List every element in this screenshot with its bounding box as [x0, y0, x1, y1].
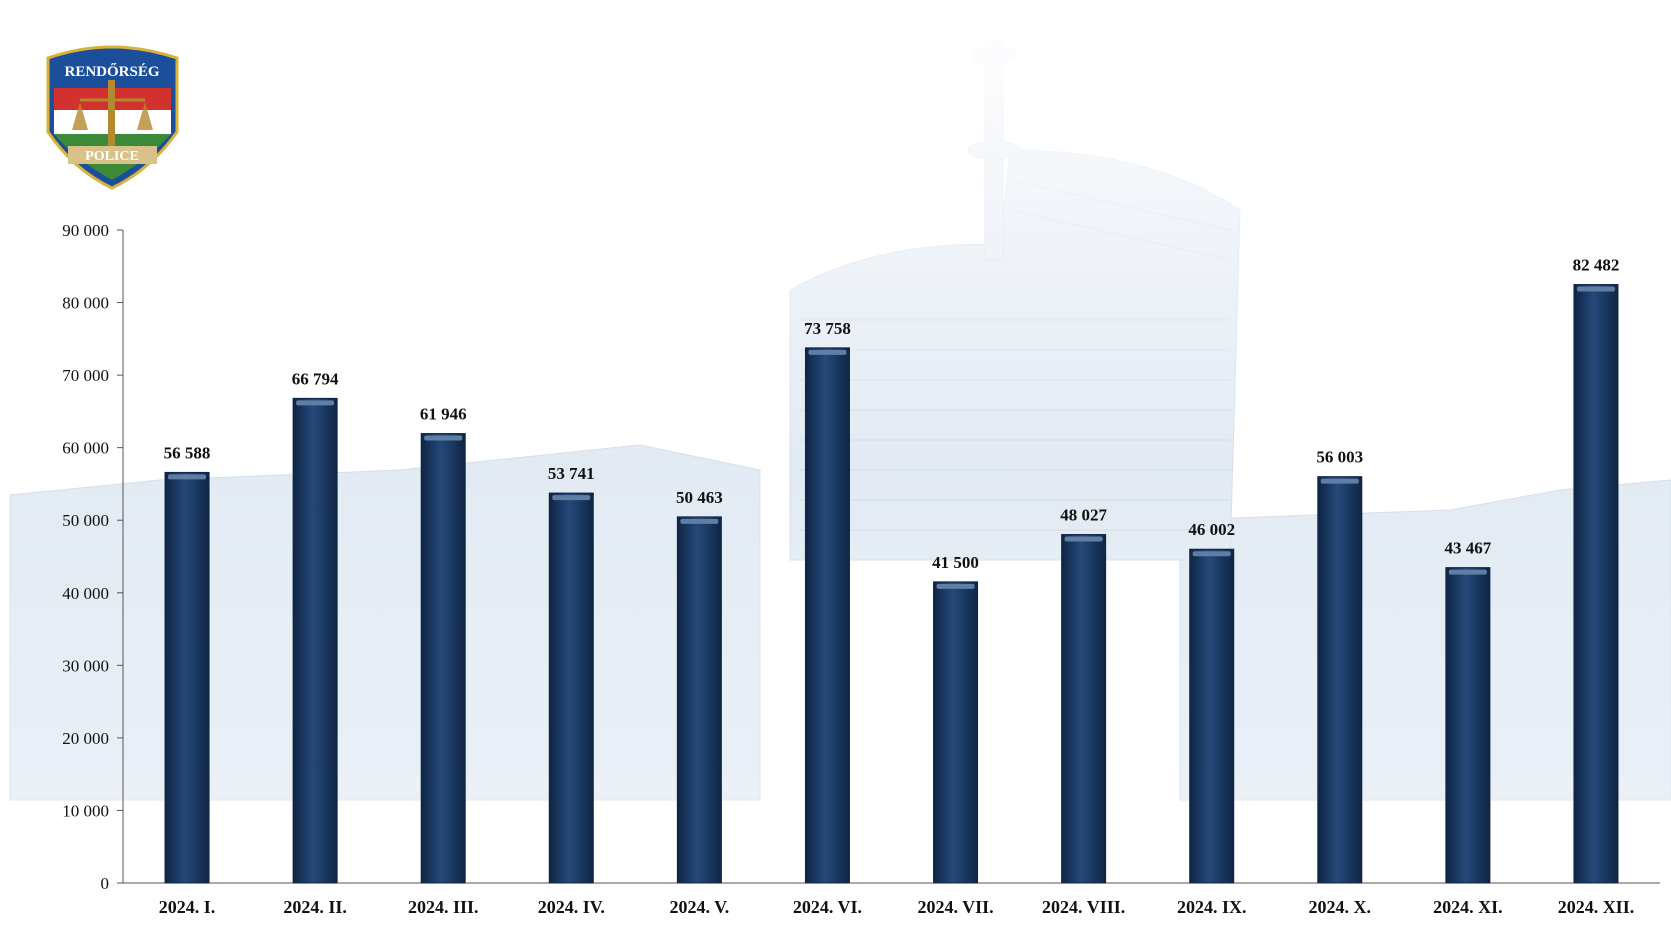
- bar-top-highlight: [1320, 478, 1359, 484]
- bar-body: [1573, 284, 1619, 884]
- bar-top-highlight: [1192, 551, 1231, 557]
- bar: [292, 397, 338, 884]
- y-tick-label: 0: [101, 874, 110, 893]
- bar-body: [676, 516, 722, 884]
- y-tick-label: 50 000: [62, 511, 109, 530]
- x-tick-label: 2024. V.: [669, 897, 729, 917]
- bar-top-highlight: [168, 474, 207, 480]
- data-label: 61 946: [420, 405, 467, 424]
- bar: [676, 516, 722, 884]
- y-tick-label: 90 000: [62, 221, 109, 240]
- bar-body: [933, 581, 979, 884]
- bar: [164, 471, 210, 884]
- bar: [420, 433, 466, 884]
- bar: [1573, 284, 1619, 884]
- x-tick-label: 2024. XII.: [1558, 897, 1635, 917]
- bar-body: [164, 471, 210, 884]
- bar-body: [1445, 567, 1491, 884]
- data-label: 48 027: [1060, 506, 1107, 525]
- bar: [548, 492, 594, 884]
- bar: [1445, 567, 1491, 884]
- x-tick-label: 2024. III.: [408, 897, 479, 917]
- bar-top-highlight: [680, 518, 719, 524]
- logo-bottom-lettering: POLICE: [85, 149, 139, 164]
- police-badge-logo: RENDŐRSÉG POLICE: [46, 45, 179, 190]
- bar-top-highlight: [424, 435, 463, 441]
- data-label: 56 003: [1316, 448, 1363, 467]
- bar-body: [1317, 476, 1363, 884]
- bar-top-highlight: [936, 583, 975, 589]
- y-tick-label: 40 000: [62, 584, 109, 603]
- y-tick-label: 70 000: [62, 366, 109, 385]
- bar-body: [804, 347, 850, 884]
- bar-top-highlight: [552, 495, 591, 501]
- bar-top-highlight: [1064, 536, 1103, 542]
- bar: [1317, 476, 1363, 884]
- x-axis: 2024. I. 2024. II. 2024. III. 2024. IV. 2024…: [123, 882, 1660, 917]
- data-label: 82 482: [1573, 256, 1620, 275]
- data-label: 50 463: [676, 488, 723, 507]
- bar-body: [292, 397, 338, 884]
- data-label: 73 758: [804, 319, 851, 338]
- bar: [933, 581, 979, 884]
- x-tick-label: 2024. VI.: [793, 897, 862, 917]
- bar-body: [1061, 534, 1107, 884]
- data-label: 46 002: [1188, 520, 1235, 539]
- bar-top-highlight: [808, 349, 847, 355]
- bar-top-highlight: [1448, 569, 1487, 575]
- x-tick-label: 2024. IV.: [538, 897, 605, 917]
- x-tick-label: 2024. I.: [159, 897, 216, 917]
- x-tick-label: 2024. XI.: [1433, 897, 1503, 917]
- bar: [804, 347, 850, 884]
- bar-top-highlight: [296, 400, 335, 406]
- y-tick-label: 60 000: [62, 439, 109, 458]
- logo-top-lettering: RENDŐRSÉG: [64, 63, 159, 80]
- y-tick-label: 10 000: [62, 801, 109, 820]
- data-label: 53 741: [548, 464, 595, 483]
- value-labels: 56 588 66 794 61 946 53 741 50 463 73 758 41 5…: [164, 256, 1620, 572]
- data-label: 41 500: [932, 553, 979, 572]
- data-label: 56 588: [164, 443, 211, 462]
- bar: [1189, 548, 1235, 884]
- x-tick-label: 2024. II.: [283, 897, 347, 917]
- x-tick-label: 2024. VIII.: [1042, 897, 1125, 917]
- y-axis: 0 10 000 20 000 30 000 40 000 50 000 60 000 70 …: [62, 221, 124, 893]
- x-tick-label: 2024. X.: [1309, 897, 1372, 917]
- x-tick-label: 2024. IX.: [1177, 897, 1247, 917]
- x-tick-label: 2024. VII.: [917, 897, 993, 917]
- y-tick-label: 20 000: [62, 729, 109, 748]
- bar-top-highlight: [1576, 286, 1615, 292]
- bar-body: [1189, 548, 1235, 884]
- bars: [164, 284, 1619, 884]
- bar-body: [548, 492, 594, 884]
- bar-body: [420, 433, 466, 884]
- y-tick-label: 80 000: [62, 294, 109, 313]
- data-label: 43 467: [1445, 539, 1492, 558]
- y-tick-label: 30 000: [62, 656, 109, 675]
- bar: [1061, 534, 1107, 884]
- data-label: 66 794: [292, 369, 339, 388]
